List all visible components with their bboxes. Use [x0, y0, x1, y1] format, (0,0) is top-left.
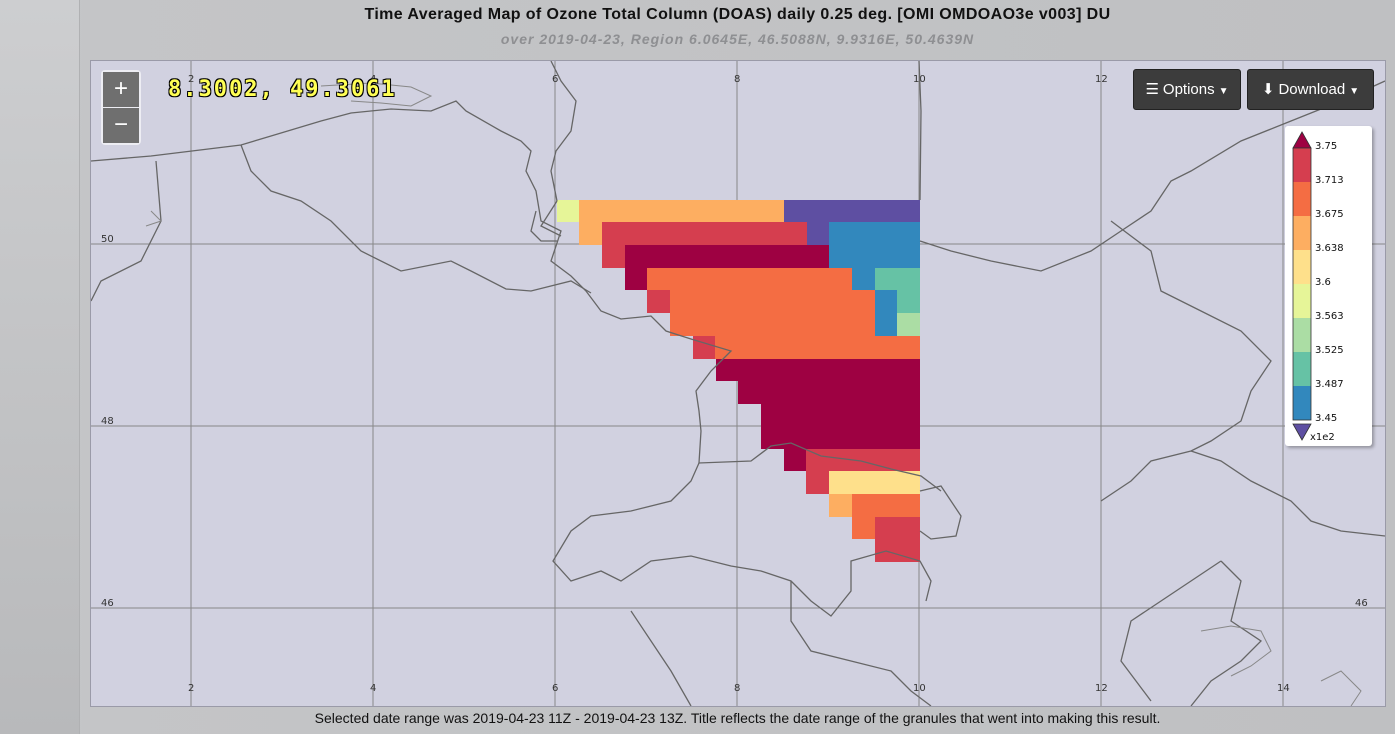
lon-tick-bottom-1: 2: [188, 683, 194, 694]
legend-swatch: [1293, 148, 1311, 182]
ozone-data-grid: [557, 200, 920, 562]
lon-tick-top-6: 12: [1095, 74, 1108, 85]
legend-swatch: [1293, 284, 1311, 318]
legend-value: 3.6: [1315, 277, 1331, 288]
lon-tick-bottom-6: 12: [1095, 683, 1108, 694]
cursor-coordinate-readout: 8.3002, 49.3061: [168, 77, 397, 102]
options-label: Options: [1162, 81, 1215, 98]
lat-tick-left-1: 50: [101, 234, 114, 245]
legend-swatch: [1293, 250, 1311, 284]
legend-value: 3.525: [1315, 345, 1344, 356]
lat-tick-right-3: 46: [1355, 598, 1368, 609]
map-panel[interactable]: 2 4 6 8 10 12 14 2 4 6 8 10 12 14 50 48 …: [90, 60, 1386, 707]
lat-tick-left-3: 46: [101, 598, 114, 609]
map-subtitle: over 2019-04-23, Region 6.0645E, 46.5088…: [500, 31, 975, 47]
lon-tick-bottom-5: 10: [913, 683, 926, 694]
lon-tick-bottom-3: 6: [552, 683, 558, 694]
legend-swatch: [1293, 318, 1311, 352]
legend-value: 3.563: [1315, 311, 1344, 322]
legend-min-arrow: [1292, 423, 1312, 441]
date-range-note: Selected date range was 2019-04-23 11Z -…: [314, 710, 1161, 726]
lat-tick-left-2: 48: [101, 416, 114, 427]
legend-value: 3.487: [1315, 379, 1344, 390]
legend-max-arrow: [1292, 131, 1312, 149]
lon-tick-top-3: 6: [552, 74, 558, 85]
map-canvas[interactable]: 2 4 6 8 10 12 14 2 4 6 8 10 12 14 50 48 …: [91, 61, 1385, 706]
legend-value: 3.675: [1315, 209, 1344, 220]
legend-value: 3.75: [1315, 141, 1337, 152]
caret-down-icon: ▼: [1349, 86, 1360, 97]
legend-swatch: [1293, 386, 1311, 420]
color-legend: 3.75 3.713 3.675 3.638 3.6 3.563 3.525 3…: [1285, 126, 1372, 446]
map-title: Time Averaged Map of Ozone Total Column …: [364, 6, 1111, 23]
lon-tick-bottom-2: 4: [370, 683, 376, 694]
legend-swatch: [1293, 216, 1311, 250]
download-label: Download: [1278, 81, 1346, 98]
legend-swatch: [1293, 352, 1311, 386]
lon-tick-top-1: 2: [188, 74, 194, 85]
zoom-in-button[interactable]: +: [103, 72, 139, 107]
zoom-out-button[interactable]: −: [103, 108, 139, 143]
lon-tick-top-2: 4: [370, 74, 376, 85]
country-borders: [91, 61, 1385, 706]
legend-multiplier: x1e2: [1310, 432, 1335, 443]
download-button[interactable]: ⬇ Download ▼: [1247, 69, 1374, 110]
lon-tick-top-4: 8: [734, 74, 740, 85]
download-icon: ⬇: [1261, 81, 1275, 98]
legend-swatch: [1293, 182, 1311, 216]
lon-tick-bottom-4: 8: [734, 683, 740, 694]
legend-value: 3.713: [1315, 175, 1344, 186]
coastline-detail: [145, 82, 1362, 706]
zoom-control: + −: [101, 70, 141, 145]
caret-down-icon: ▼: [1218, 86, 1229, 97]
legend-value: 3.45: [1315, 413, 1337, 424]
options-button[interactable]: ☰ Options ▼: [1133, 69, 1241, 110]
legend-value: 3.638: [1315, 243, 1344, 254]
menu-icon: ☰: [1145, 81, 1159, 98]
left-sidebar: [0, 0, 80, 734]
lon-tick-bottom-7: 14: [1277, 683, 1290, 694]
